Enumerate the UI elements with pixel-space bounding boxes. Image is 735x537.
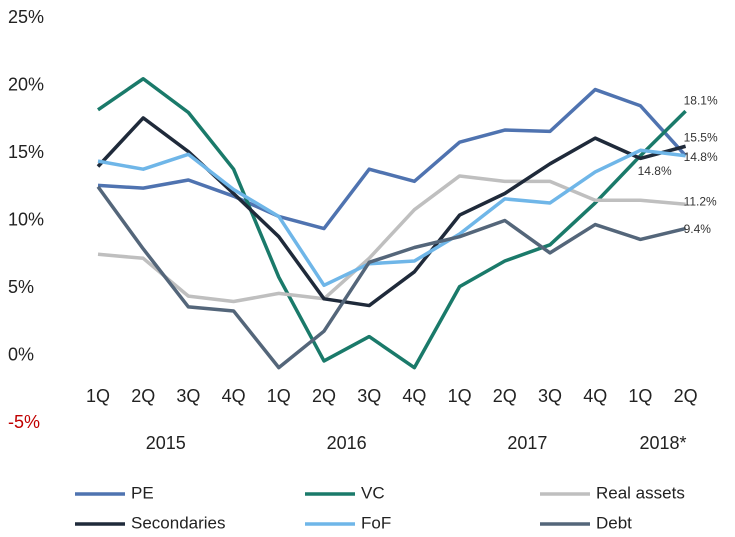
series-line — [97, 174, 686, 304]
value-label: 9.4% — [684, 222, 712, 236]
legend-label: Debt — [596, 513, 632, 532]
series-line — [97, 87, 687, 231]
x-tick-label: 1Q — [448, 386, 472, 406]
x-tick-label: 1Q — [86, 386, 110, 406]
y-tick-label: 25% — [8, 7, 44, 27]
x-tick-label: 3Q — [357, 386, 381, 406]
x-tick-label: 4Q — [222, 386, 246, 406]
legend-label: FoF — [361, 513, 391, 532]
series-line — [97, 148, 686, 288]
y-tick-label: 10% — [8, 209, 44, 229]
x-tick-label: 3Q — [538, 386, 562, 406]
legend-label: PE — [131, 483, 154, 502]
x-tick-label: 2Q — [312, 386, 336, 406]
series-line — [96, 185, 687, 370]
x-group-label: 2017 — [507, 433, 547, 453]
legend-label: VC — [361, 483, 385, 502]
x-tick-label: 2Q — [131, 386, 155, 406]
y-tick-label: 20% — [8, 74, 44, 94]
x-tick-label: 1Q — [267, 386, 291, 406]
value-label: 14.8% — [638, 164, 672, 178]
series-line — [97, 77, 687, 370]
x-group-label: 2015 — [146, 433, 186, 453]
x-tick-label: 2Q — [674, 386, 698, 406]
x-tick-label: 4Q — [583, 386, 607, 406]
y-tick-label: 5% — [8, 277, 34, 297]
y-tick-label: 0% — [8, 344, 34, 364]
x-group-label: 2018* — [639, 433, 686, 453]
value-label: 15.5% — [684, 130, 718, 144]
x-tick-label: 3Q — [176, 386, 200, 406]
x-tick-label: 4Q — [402, 386, 426, 406]
value-label: 11.2% — [684, 194, 717, 208]
legend-label: Secondaries — [131, 513, 226, 532]
x-group-label: 2016 — [327, 433, 367, 453]
value-label: 18.1% — [684, 93, 718, 107]
legend-label: Real assets — [596, 483, 685, 502]
y-tick-label: 15% — [8, 142, 44, 162]
value-label: 14.8% — [684, 150, 718, 164]
x-tick-label: 2Q — [493, 386, 517, 406]
series-line — [96, 116, 687, 308]
y-tick-label: -5% — [8, 412, 40, 432]
x-tick-label: 1Q — [628, 386, 652, 406]
